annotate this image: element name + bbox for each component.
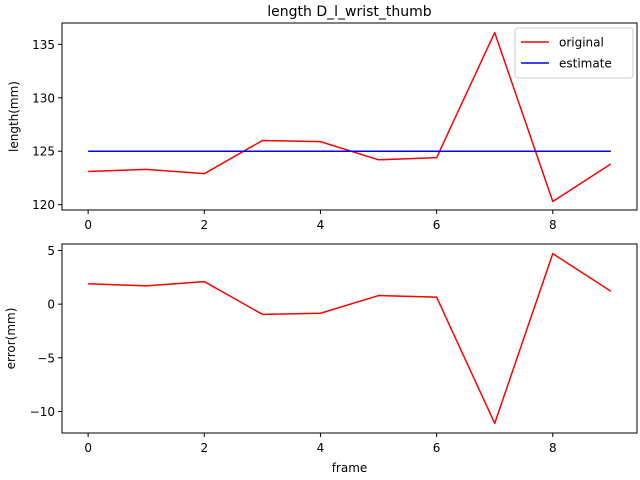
x-tick-label: 0 [84, 441, 92, 455]
legend-label-estimate: estimate [559, 57, 612, 71]
y-tick-label: −10 [30, 405, 55, 419]
legend-label-original: original [559, 36, 604, 50]
x-tick-label: 4 [317, 441, 325, 455]
chart-title: length D_l_wrist_thumb [267, 4, 431, 20]
x-tick-label: 8 [549, 441, 557, 455]
x-axis-label: frame [332, 461, 368, 475]
y-tick-label: 120 [32, 198, 55, 212]
x-tick-label: 2 [200, 441, 208, 455]
y-tick-label: 5 [47, 244, 55, 258]
x-tick-label: 2 [200, 218, 208, 232]
y-tick-label: 125 [32, 145, 55, 159]
y-tick-label: 135 [32, 38, 55, 52]
x-tick-label: 8 [549, 218, 557, 232]
y-tick-label: −5 [37, 351, 55, 365]
subplot-2: 0 2 4 6 8 −10 −5 0 5 error(mm) frame [4, 243, 638, 475]
subplot-1: 0 2 4 6 8 120 125 130 135 length(mm) length D_l_wr… [7, 4, 638, 232]
y-tick-label: 130 [32, 91, 55, 105]
x-tick-label: 4 [317, 218, 325, 232]
x-tick-label: 0 [84, 218, 92, 232]
x-tick-label: 6 [433, 441, 441, 455]
legend: original estimate [514, 27, 634, 79]
y-tick-label: 0 [47, 298, 55, 312]
y-axis-label: length(mm) [7, 81, 21, 152]
x-tick-label: 6 [433, 218, 441, 232]
axes-frame [61, 22, 638, 211]
series-line-error-1 [88, 252, 612, 425]
legend-box [514, 27, 634, 79]
axes-frame [61, 243, 638, 434]
y-axis-label: error(mm) [4, 308, 18, 370]
